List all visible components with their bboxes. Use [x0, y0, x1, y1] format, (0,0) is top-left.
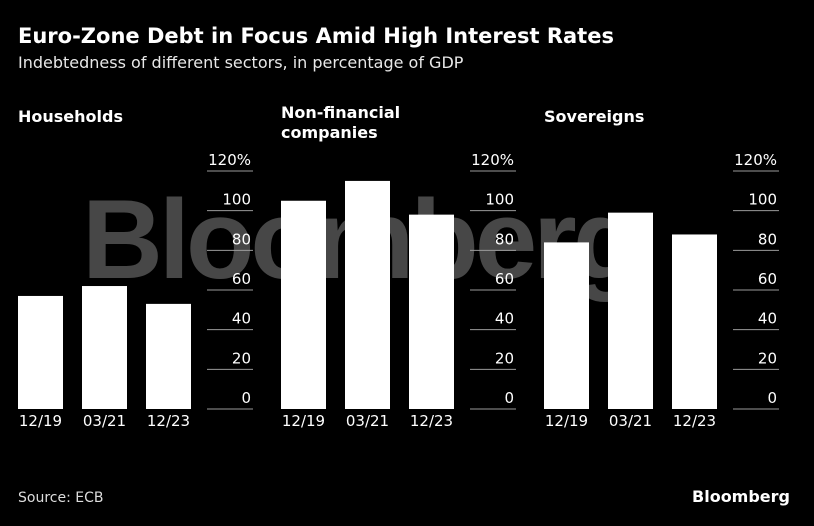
bar: [345, 180, 390, 409]
y-tick-label: 100: [222, 191, 251, 209]
y-tick-label: 40: [232, 310, 251, 328]
panel-title-sovereigns: Sovereigns: [544, 107, 645, 126]
bar: [672, 234, 717, 409]
x-tick-label: 12/23: [410, 412, 453, 430]
bar: [82, 286, 127, 409]
chart-subtitle: Indebtedness of different sectors, in pe…: [18, 53, 464, 72]
y-tick-label: 80: [495, 230, 514, 248]
panel-title-non-financial-companies: Non-financial companies: [281, 103, 401, 142]
x-tick-label: 03/21: [609, 412, 652, 430]
bar: [544, 242, 589, 409]
chart-title: Euro-Zone Debt in Focus Amid High Intere…: [18, 24, 614, 48]
y-tick-label: 0: [767, 389, 777, 407]
y-tick-label: 20: [495, 349, 514, 367]
bar: [608, 212, 653, 409]
y-tick-label: 40: [758, 310, 777, 328]
y-tick-label: 100: [485, 191, 514, 209]
y-tick-label: 100: [748, 191, 777, 209]
y-tick-label: 120%: [208, 151, 251, 169]
panel-title-households: Households: [18, 107, 123, 126]
y-tick-label: 80: [232, 230, 251, 248]
y-tick-label: 60: [232, 270, 251, 288]
source-note: Source: ECB: [18, 490, 104, 506]
x-tick-label: 03/21: [346, 412, 389, 430]
x-tick-label: 12/23: [147, 412, 190, 430]
y-tick-label: 20: [758, 349, 777, 367]
bar: [146, 303, 191, 409]
x-tick-label: 12/23: [673, 412, 716, 430]
x-tick-label: 12/19: [282, 412, 325, 430]
y-tick-label: 0: [504, 389, 514, 407]
y-tick-label: 120%: [471, 151, 514, 169]
bar: [409, 214, 454, 409]
y-tick-label: 20: [232, 349, 251, 367]
bar: [18, 295, 63, 409]
bar: [281, 200, 326, 409]
y-tick-label: 80: [758, 230, 777, 248]
y-tick-label: 60: [758, 270, 777, 288]
bloomberg-logo: Bloomberg: [692, 487, 790, 506]
y-tick-label: 0: [241, 389, 251, 407]
x-tick-label: 03/21: [83, 412, 126, 430]
x-tick-label: 12/19: [545, 412, 588, 430]
y-tick-label: 60: [495, 270, 514, 288]
y-tick-label: 40: [495, 310, 514, 328]
x-tick-label: 12/19: [19, 412, 62, 430]
y-tick-label: 120%: [734, 151, 777, 169]
